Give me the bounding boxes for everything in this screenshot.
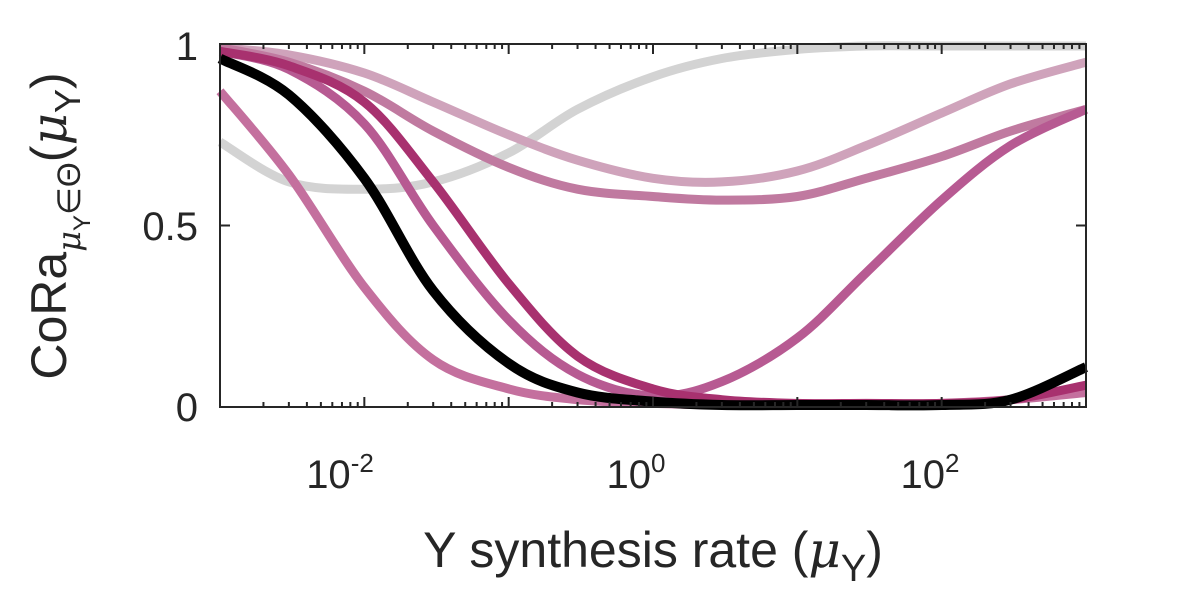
series-line-4	[216, 88, 1087, 410]
x-axis-label: Y synthesis rate (μY)	[423, 521, 883, 590]
ticks-layer	[219, 43, 1087, 408]
x-tick-label-3: 102	[901, 448, 960, 497]
series-layer	[216, 41, 1089, 411]
x-tick-label-2: 100	[607, 448, 666, 497]
series-line-3	[219, 43, 1088, 205]
y-tick-label-0: 0	[176, 386, 198, 430]
y-tick-label-1: 0.5	[142, 205, 198, 249]
y-axis-label: CoRaμY∈Θ(μY)	[20, 72, 96, 379]
series-line-2	[219, 43, 1088, 187]
series-line-5	[218, 46, 1088, 401]
y-tick-label-2: 1	[176, 25, 198, 69]
x-tick-label-1: 10-2	[306, 448, 374, 497]
plot-frame	[219, 43, 1087, 408]
